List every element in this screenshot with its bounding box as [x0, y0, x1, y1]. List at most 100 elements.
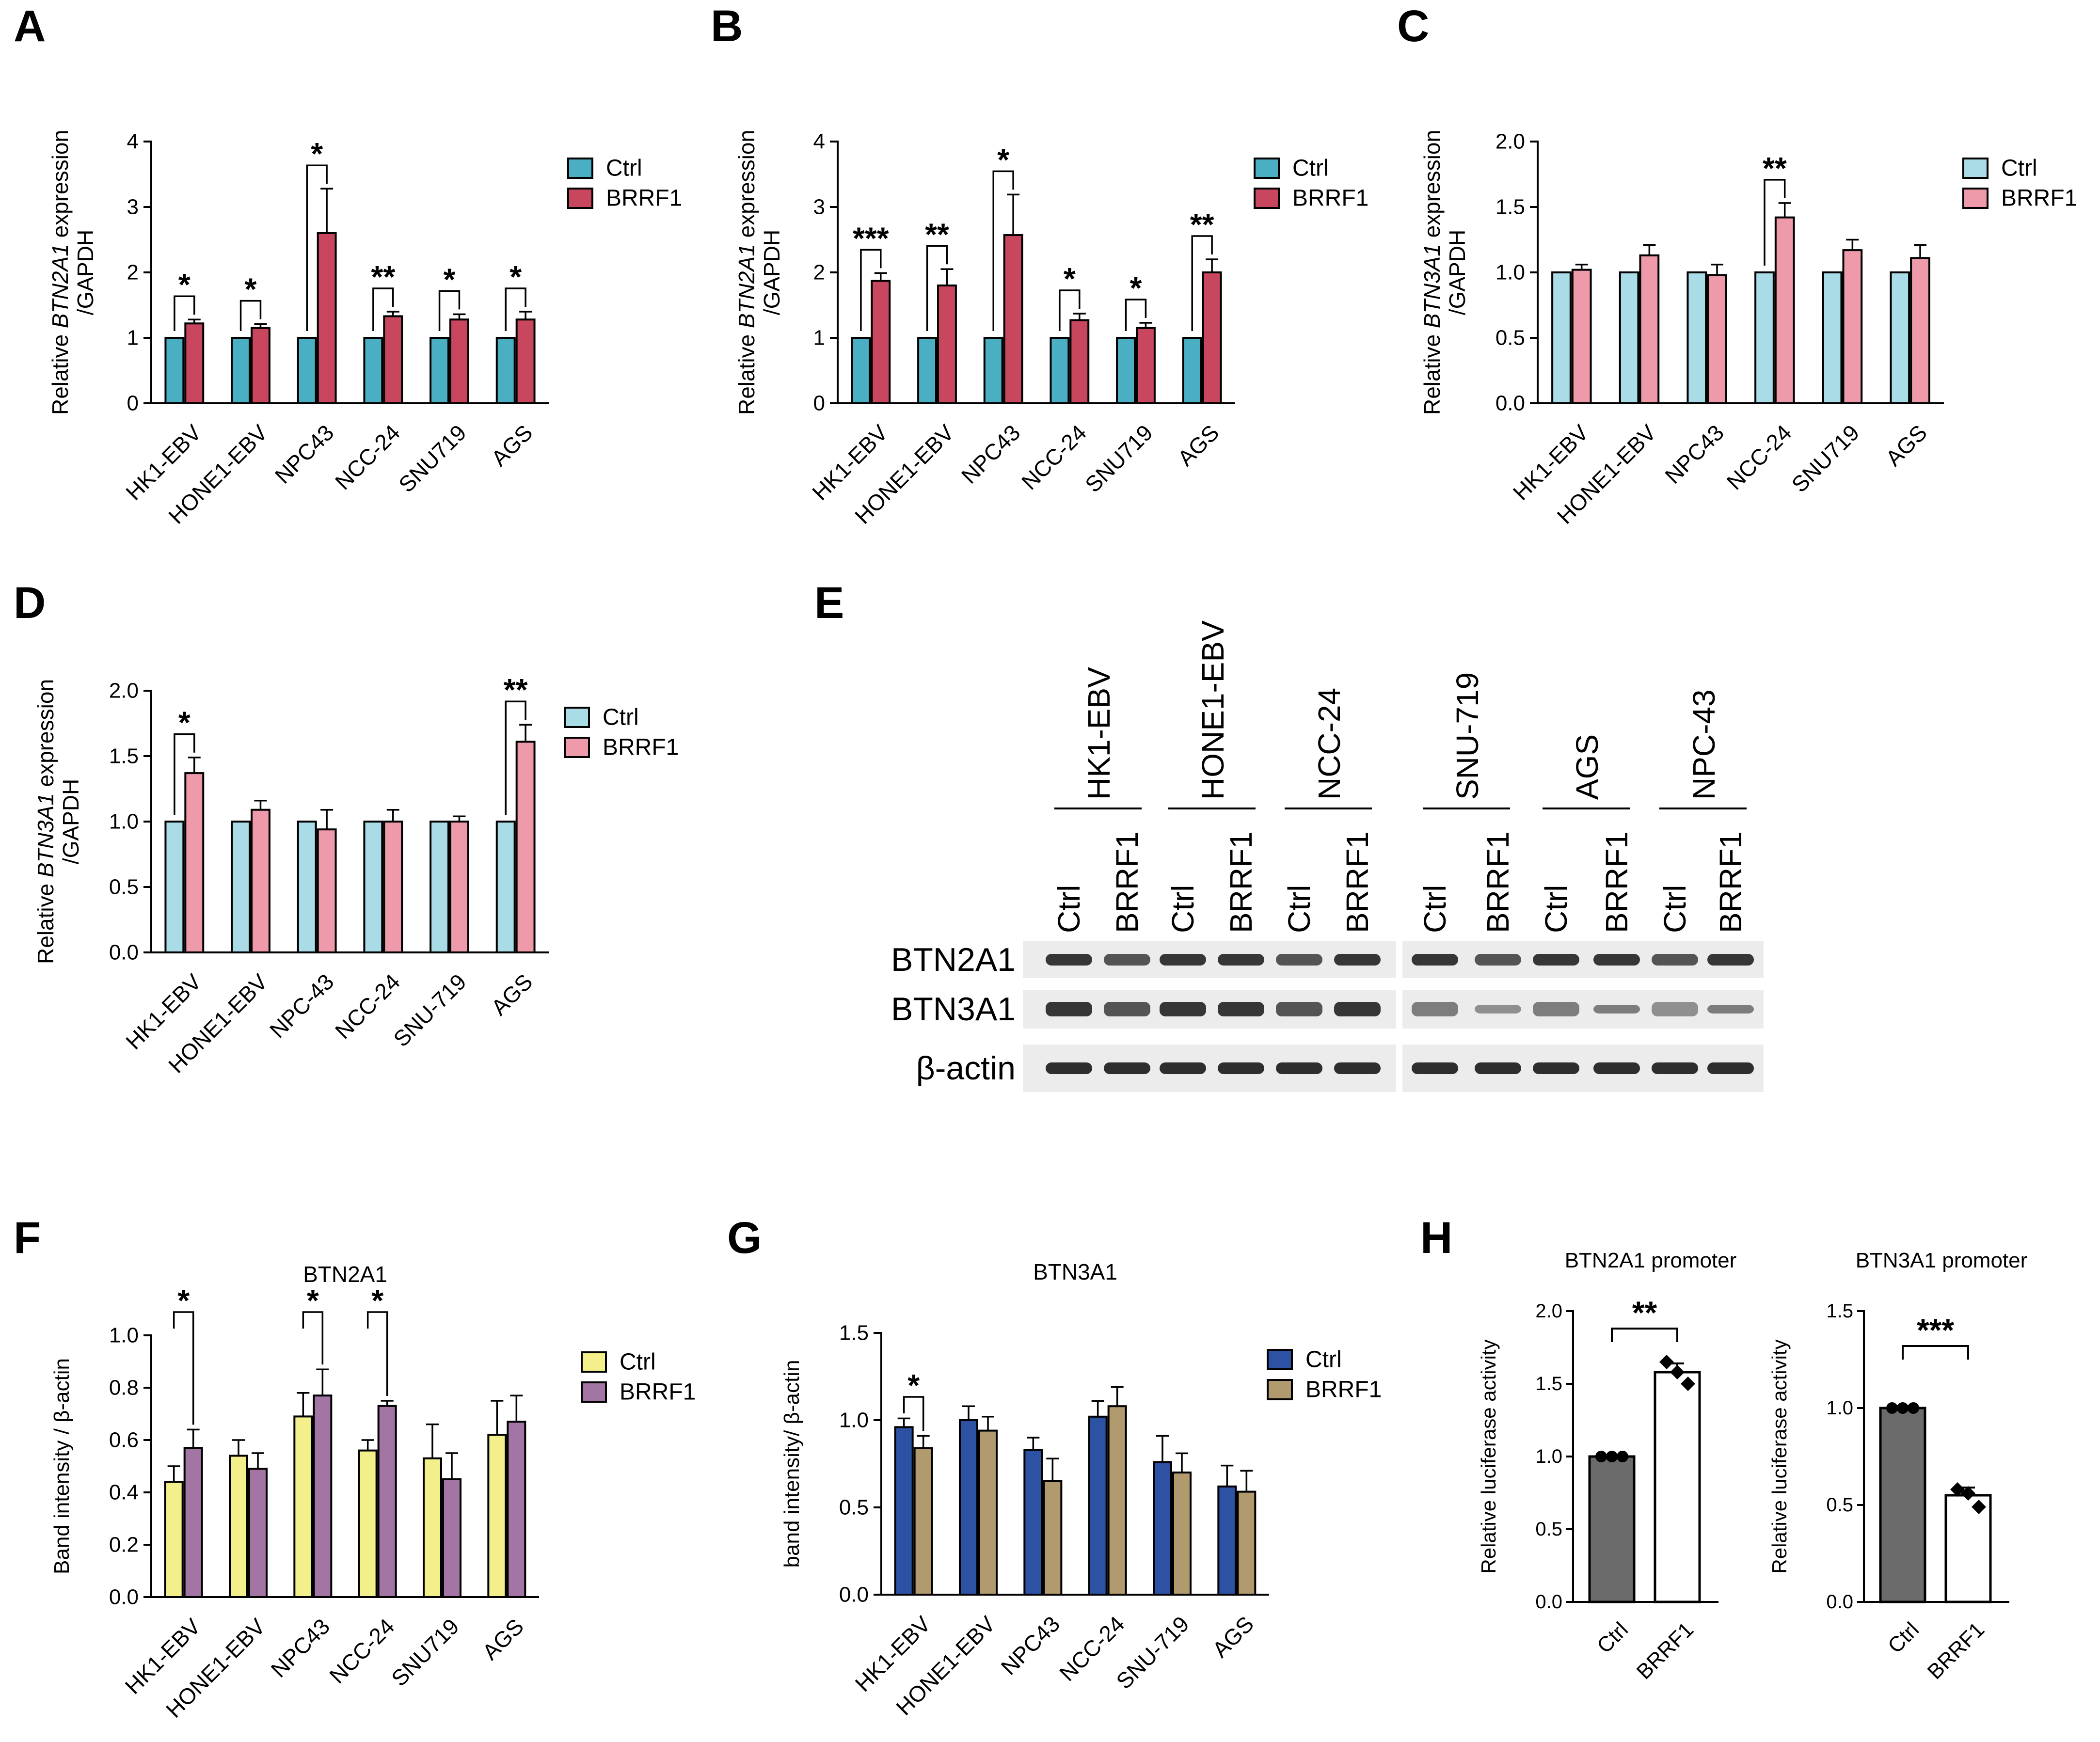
bar-brrf1-2 [1003, 234, 1023, 404]
significance-bracket [860, 249, 882, 331]
blot-band [1218, 954, 1264, 966]
y-tick-label: 2.0 [109, 679, 139, 703]
blot-row-label: β-actin [916, 1050, 1016, 1087]
blot-band [1707, 1005, 1754, 1014]
bar-ctrl-0 [164, 821, 185, 953]
blot-band [1652, 1062, 1698, 1074]
chart-title: BTN2A1 promoter [1565, 1249, 1737, 1272]
y-tick-label: 1.5 [1495, 195, 1525, 219]
blot-band [1533, 954, 1579, 966]
legend-swatch-brrf1 [1962, 188, 1989, 209]
bar-brrf1-4 [1172, 1472, 1192, 1596]
bar-ctrl-3 [363, 821, 383, 953]
blot-lane-label: Ctrl [1051, 885, 1086, 933]
blot-band [1104, 1062, 1150, 1074]
x-tick-label: NPC43 [1660, 420, 1729, 489]
bar-ctrl-3 [358, 1449, 378, 1599]
significance-marker: * [509, 259, 522, 294]
y-axis-label: band intensity/ β-actin [780, 1360, 804, 1568]
data-point [1670, 1365, 1685, 1379]
legend-swatch-brrf1 [564, 737, 590, 758]
blot-band [1160, 954, 1206, 966]
significance-marker: * [177, 1283, 190, 1318]
y-tick-label: 1.0 [109, 810, 139, 834]
y-axis-label: Relative BTN2A1 expression [734, 130, 759, 415]
blot-lane-label: Ctrl [1417, 885, 1452, 933]
x-tick-label: NCC-24 [1721, 420, 1796, 494]
significance-marker: ** [371, 259, 395, 294]
data-point [1908, 1402, 1919, 1414]
y-axis-label-gene: BTN2A1 [734, 244, 759, 328]
y-tick-label: 1 [127, 326, 139, 350]
panel-letter-A: A [14, 1, 46, 51]
legend-label-ctrl: Ctrl [603, 705, 639, 730]
legend-swatch-brrf1 [581, 1381, 607, 1403]
panel-letter-E: E [814, 578, 844, 628]
significance-marker: * [178, 705, 191, 740]
y-tick-label: 0.0 [1495, 392, 1525, 415]
x-tick-label: SNU-719 [388, 969, 471, 1052]
bar-brrf1-3 [1107, 1405, 1127, 1596]
blot-cell-line-label: AGS [1570, 734, 1605, 800]
bar-brrf1-1 [248, 1468, 268, 1598]
data-point [1886, 1402, 1898, 1414]
blot-cell-line-label: HK1-EBV [1082, 667, 1116, 800]
y-axis-label-line2: /GAPDH [1445, 230, 1470, 315]
blot-band [1652, 1002, 1698, 1016]
legend-swatch-ctrl [1254, 158, 1280, 179]
blot-membrane-right [1402, 1045, 1764, 1092]
data-point [1972, 1500, 1986, 1514]
x-tick-label: SNU719 [394, 420, 471, 497]
significance-bracket [1125, 299, 1147, 331]
x-tick-label: NPC43 [266, 1614, 335, 1682]
y-axis-label: Relative BTN3A1 expression [1419, 130, 1445, 415]
y-tick-label: 2 [813, 261, 825, 285]
significance-bracket [366, 1311, 388, 1396]
panel-letter-F: F [14, 1213, 41, 1263]
significance-bracket [903, 1396, 924, 1431]
panel-letter-C: C [1397, 1, 1429, 51]
blot-lane-label: Ctrl [1165, 885, 1200, 933]
bar-ctrl-0 [164, 1481, 184, 1598]
significance-marker: * [1130, 270, 1142, 305]
y-tick-label: 0.0 [109, 1585, 139, 1609]
bar-brrf1-1 [937, 285, 957, 404]
y-axis-label-gene: BTN2A1 [48, 244, 73, 328]
data-point [1659, 1355, 1674, 1369]
bar-ctrl-2 [1023, 1449, 1043, 1596]
blot-band [1533, 1062, 1579, 1074]
data-point [1897, 1402, 1909, 1414]
y-tick-label: 4 [127, 130, 139, 154]
legend-swatch-ctrl [567, 158, 593, 179]
bar-brrf1-2 [313, 1394, 333, 1598]
bar-ctrl-5 [487, 1434, 507, 1598]
legend-label-brrf1: BRRF1 [603, 735, 679, 760]
bar-ctrl-4 [1116, 337, 1136, 404]
bar-brrf1-0 [184, 322, 205, 404]
y-tick-label: 0.0 [839, 1583, 869, 1607]
chart-panel-G: BTN3A1 0.0 0.5 1.0 1.5 band intensity/ β-acti… [780, 1259, 1382, 1720]
blot-band [1412, 1062, 1458, 1074]
blot-band [1593, 954, 1640, 966]
significance-marker: * [371, 1283, 383, 1318]
bar-brrf1-4 [449, 318, 469, 405]
bar-ctrl-1 [917, 337, 937, 404]
significance-bracket [372, 287, 394, 331]
legend-label-ctrl: Ctrl [620, 1349, 656, 1375]
bar-brrf1-3 [1069, 319, 1090, 404]
chart-title: BTN3A1 [1033, 1259, 1117, 1284]
y-tick-label: 4 [813, 130, 825, 154]
data-point [1595, 1451, 1607, 1462]
bar-ctrl-5 [1182, 337, 1202, 404]
data-point [1617, 1451, 1628, 1462]
bar-ctrl-0 [851, 337, 871, 404]
significance-bracket [1764, 179, 1786, 266]
y-axis-label: Band intensity / β-actin [50, 1358, 74, 1574]
bar-ctrl-1 [231, 337, 251, 404]
bar-ctrl [1879, 1407, 1926, 1603]
y-tick-label: 0.5 [1826, 1494, 1853, 1516]
bar-ctrl-3 [1050, 337, 1070, 404]
x-tick-label: Ctrl [1592, 1617, 1633, 1658]
blot-band [1412, 954, 1458, 966]
